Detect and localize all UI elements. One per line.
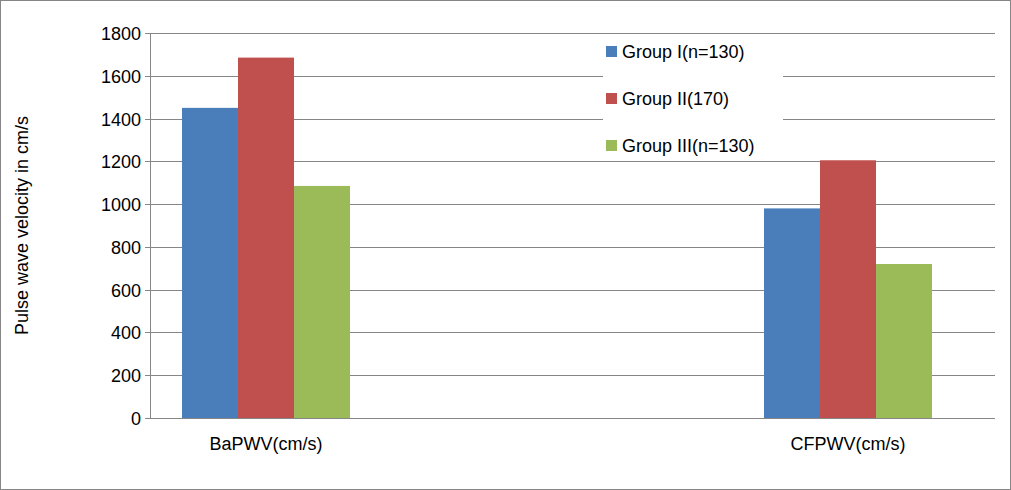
tick-label: 1400 — [101, 110, 141, 130]
bar — [876, 264, 932, 418]
tick-label: 1000 — [101, 195, 141, 215]
frame — [1, 1, 1011, 490]
bar — [182, 108, 238, 418]
legend-swatch — [606, 46, 617, 57]
bars — [182, 58, 932, 418]
legend-label: Group I(n=130) — [622, 42, 745, 62]
y-axis-label: Pulse wave velocity in cm/s — [12, 116, 32, 335]
tick-mark — [145, 76, 150, 77]
tick-label: 600 — [111, 281, 141, 301]
grid-line — [150, 418, 995, 419]
legend-label: Group II(170) — [622, 89, 729, 109]
tick-label: 1600 — [101, 67, 141, 87]
tick-mark — [145, 119, 150, 120]
tick-mark — [145, 33, 150, 34]
tick-mark — [145, 375, 150, 376]
tick-mark — [145, 204, 150, 205]
tick-mark — [145, 290, 150, 291]
legend: Group I(n=130) Group II(170) Group III(n=1… — [603, 35, 783, 156]
bar — [294, 186, 350, 418]
grid-line — [150, 33, 995, 34]
legend-swatch — [606, 140, 617, 151]
legend-label: Group III(n=130) — [622, 136, 755, 156]
tick-mark — [145, 418, 150, 419]
x-axis — [150, 418, 995, 419]
tick-label: 800 — [111, 238, 141, 258]
bar — [764, 208, 820, 418]
tick-mark — [145, 332, 150, 333]
tick-mark — [145, 161, 150, 162]
y-axis — [150, 33, 151, 418]
legend-swatch — [606, 93, 617, 104]
tick-label: 1200 — [101, 152, 141, 172]
bar — [238, 58, 294, 418]
category-label: CFPWV(cm/s) — [791, 434, 906, 454]
tick-label: 0 — [131, 409, 141, 429]
tick-mark — [145, 247, 150, 248]
tick-label: 200 — [111, 366, 141, 386]
bar — [820, 160, 876, 418]
category-label: BaPWV(cm/s) — [209, 434, 322, 454]
chart: 0 200 400 600 800 1000 1200 1400 1600 1800 BaPWV(c… — [0, 0, 1011, 490]
tick-label: 1800 — [101, 24, 141, 44]
tick-label: 400 — [111, 323, 141, 343]
